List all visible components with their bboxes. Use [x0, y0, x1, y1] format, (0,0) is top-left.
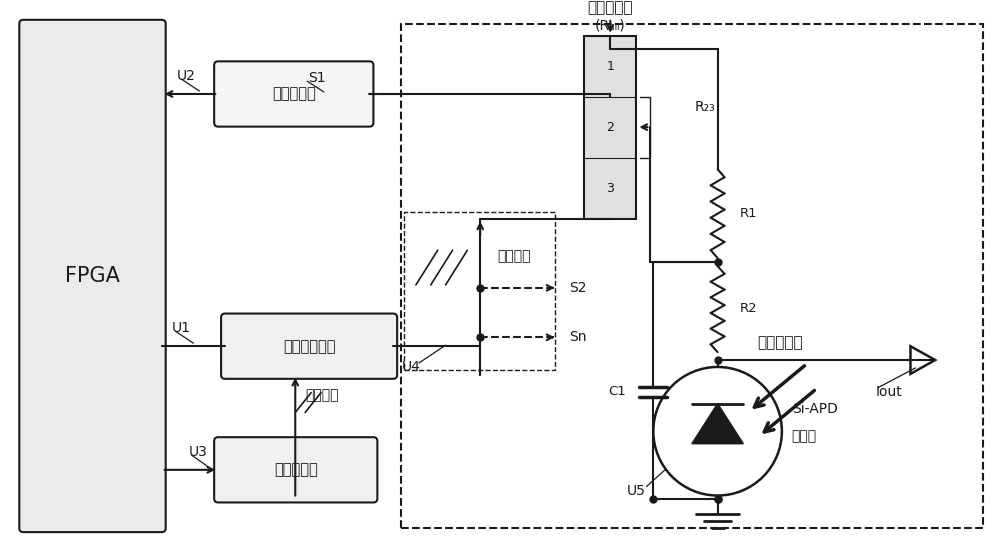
- Text: 探测器: 探测器: [792, 429, 817, 443]
- Text: 滑动变阵器: 滑动变阵器: [587, 1, 633, 15]
- Text: Si-APD: Si-APD: [792, 403, 838, 417]
- Text: S2: S2: [569, 281, 587, 295]
- Bar: [584, 35, 636, 219]
- Text: R2: R2: [739, 302, 757, 315]
- Text: C1: C1: [608, 385, 626, 398]
- Text: U4: U4: [402, 360, 420, 374]
- FancyBboxPatch shape: [214, 61, 373, 127]
- Text: U2: U2: [177, 69, 196, 83]
- Text: R₂₃: R₂₃: [695, 100, 716, 114]
- Polygon shape: [692, 404, 743, 444]
- Text: 2: 2: [606, 121, 614, 134]
- Text: 光电流输出: 光电流输出: [757, 335, 803, 350]
- FancyBboxPatch shape: [19, 20, 166, 532]
- Text: 数字电位计: 数字电位计: [274, 462, 318, 477]
- Text: 3: 3: [606, 182, 614, 195]
- Text: (Rₐₗₗ): (Rₐₗₗ): [595, 18, 626, 33]
- Text: R1: R1: [739, 207, 757, 220]
- Text: 高压电源模块: 高压电源模块: [283, 339, 335, 354]
- Text: 1: 1: [606, 60, 614, 73]
- Text: FPGA: FPGA: [65, 266, 120, 286]
- Bar: [404, 212, 555, 370]
- FancyBboxPatch shape: [221, 313, 397, 379]
- Text: 低压输入: 低压输入: [305, 388, 339, 403]
- Text: Sn: Sn: [569, 330, 587, 344]
- Text: U5: U5: [627, 484, 646, 498]
- Text: U3: U3: [189, 445, 208, 459]
- Text: 高压输出: 高压输出: [497, 249, 531, 263]
- Text: U1: U1: [172, 322, 191, 336]
- FancyBboxPatch shape: [214, 437, 377, 503]
- Text: Iout: Iout: [876, 385, 903, 399]
- Text: S1: S1: [308, 71, 326, 85]
- Text: 温度传感器: 温度传感器: [272, 86, 316, 102]
- Bar: [401, 24, 983, 528]
